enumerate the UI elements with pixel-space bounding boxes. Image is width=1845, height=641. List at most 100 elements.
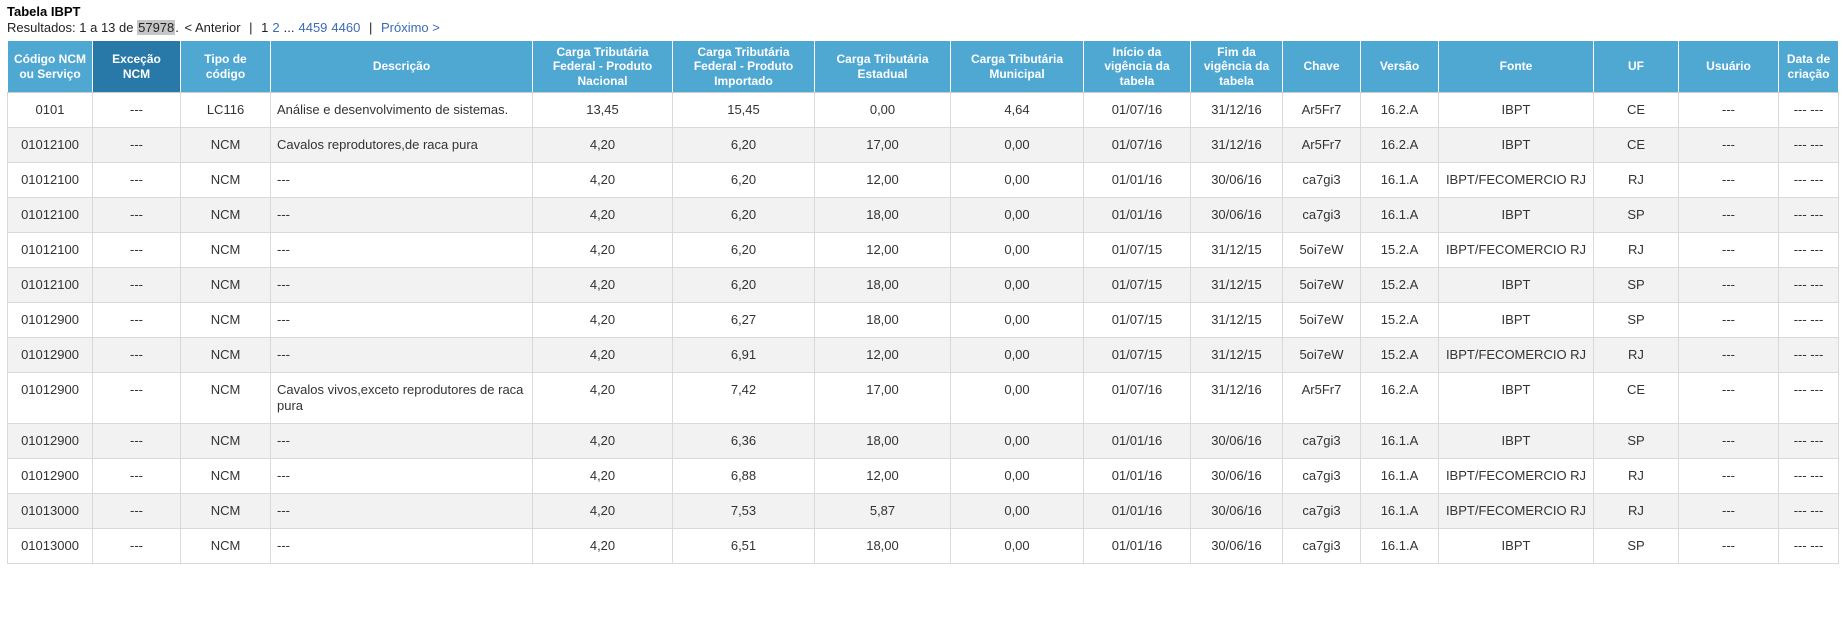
column-header-14[interactable]: Usuário	[1678, 40, 1779, 93]
column-header-7[interactable]: Carga Tributária Municipal	[950, 40, 1084, 93]
table-cell: 6,36	[672, 423, 815, 459]
table-cell: 16.1.A	[1360, 423, 1439, 459]
table-cell: 0,00	[950, 162, 1084, 198]
table-row: 01013000 --- NCM --- 4,20 7,53 5,87 0,00 01/01/1…	[7, 493, 1839, 529]
column-header-6[interactable]: Carga Tributária Estadual	[814, 40, 951, 93]
table-cell: IBPT/FECOMERCIO RJ	[1438, 232, 1594, 268]
table-cell: 18,00	[814, 528, 951, 564]
ibpt-table-head: Código NCM ou Serviço Exceção NCM Tipo de …	[7, 40, 1839, 93]
table-cell: 0,00	[950, 232, 1084, 268]
table-cell: RJ	[1593, 458, 1679, 494]
table-cell: --- ---	[1778, 337, 1839, 373]
table-cell: ---	[270, 232, 533, 268]
column-header-15[interactable]: Data de criação	[1778, 40, 1839, 93]
table-cell: 6,20	[672, 162, 815, 198]
table-cell: ---	[92, 92, 181, 128]
table-cell: IBPT/FECOMERCIO RJ	[1438, 337, 1594, 373]
column-header-10[interactable]: Chave	[1282, 40, 1361, 93]
table-cell: 0,00	[950, 372, 1084, 424]
table-cell: NCM	[180, 493, 271, 529]
table-cell: RJ	[1593, 493, 1679, 529]
column-header-12[interactable]: Fonte	[1438, 40, 1594, 93]
column-header-0[interactable]: Código NCM ou Serviço	[7, 40, 93, 93]
table-cell: 16.2.A	[1360, 372, 1439, 424]
column-header-13[interactable]: UF	[1593, 40, 1679, 93]
table-cell: 01012100	[7, 127, 93, 163]
table-cell: 5oi7eW	[1282, 302, 1361, 338]
column-header-4[interactable]: Carga Tributária Federal - Produto Nacio…	[532, 40, 673, 93]
table-cell: 30/06/16	[1190, 423, 1283, 459]
table-cell: 01/01/16	[1083, 493, 1191, 529]
table-cell: 6,20	[672, 127, 815, 163]
column-header-5[interactable]: Carga Tributária Federal - Produto Impor…	[672, 40, 815, 93]
column-header-1[interactable]: Exceção NCM	[92, 40, 181, 93]
table-cell: 6,20	[672, 232, 815, 268]
pagination-page-2[interactable]: 2	[272, 20, 280, 35]
table-cell: 4,20	[532, 267, 673, 303]
table-cell: 01/07/15	[1083, 337, 1191, 373]
table-cell: Cavalos vivos,exceto reprodutores de rac…	[270, 372, 533, 424]
table-cell: 01/01/16	[1083, 458, 1191, 494]
table-cell: NCM	[180, 127, 271, 163]
table-cell: 16.2.A	[1360, 127, 1439, 163]
table-cell: 12,00	[814, 232, 951, 268]
table-cell: 30/06/16	[1190, 458, 1283, 494]
table-cell: 01012900	[7, 458, 93, 494]
pagination-separator-right: |	[368, 20, 373, 35]
table-cell: 01/01/16	[1083, 423, 1191, 459]
table-cell: ---	[1678, 232, 1779, 268]
table-row: 01012900 --- NCM --- 4,20 6,91 12,00 0,00 01/07/…	[7, 337, 1839, 373]
table-cell: 6,20	[672, 267, 815, 303]
table-cell: ---	[270, 162, 533, 198]
table-cell: IBPT	[1438, 267, 1594, 303]
table-cell: 0,00	[950, 197, 1084, 233]
pagination-next[interactable]: Próximo >	[380, 20, 440, 35]
table-cell: --- ---	[1778, 127, 1839, 163]
table-cell: NCM	[180, 423, 271, 459]
table-cell: ---	[1678, 197, 1779, 233]
column-header-8[interactable]: Início da vigência da tabela	[1083, 40, 1191, 93]
table-cell: NCM	[180, 232, 271, 268]
table-cell: 15.2.A	[1360, 267, 1439, 303]
table-cell: NCM	[180, 337, 271, 373]
table-cell: ca7gi3	[1282, 423, 1361, 459]
table-cell: 16.1.A	[1360, 493, 1439, 529]
pagination-page-4460[interactable]: 4460	[331, 20, 361, 35]
table-cell: ---	[270, 337, 533, 373]
table-cell: ---	[1678, 302, 1779, 338]
table-cell: 30/06/16	[1190, 197, 1283, 233]
ibpt-table: Código NCM ou Serviço Exceção NCM Tipo de …	[7, 40, 1839, 564]
table-cell: 01012900	[7, 372, 93, 424]
table-cell: 12,00	[814, 337, 951, 373]
table-cell: NCM	[180, 372, 271, 424]
column-header-3[interactable]: Descrição	[270, 40, 533, 93]
table-cell: 15.2.A	[1360, 302, 1439, 338]
pagination-page-4459[interactable]: 4459	[298, 20, 328, 35]
table-cell: ---	[1678, 372, 1779, 424]
table-cell: --- ---	[1778, 458, 1839, 494]
column-header-11[interactable]: Versão	[1360, 40, 1439, 93]
table-cell: IBPT	[1438, 127, 1594, 163]
table-cell: CE	[1593, 372, 1679, 424]
table-cell: 01012100	[7, 232, 93, 268]
table-cell: 7,42	[672, 372, 815, 424]
results-bar: Resultados: 1 a 13 de 57978. < Anterior …	[7, 20, 1838, 35]
table-cell: 0,00	[950, 267, 1084, 303]
table-cell: 15.2.A	[1360, 232, 1439, 268]
table-cell: IBPT	[1438, 92, 1594, 128]
column-header-9[interactable]: Fim da vigência da tabela	[1190, 40, 1283, 93]
table-cell: ---	[1678, 423, 1779, 459]
table-cell: ---	[92, 458, 181, 494]
table-cell: 7,53	[672, 493, 815, 529]
table-cell: --- ---	[1778, 267, 1839, 303]
results-period: .	[175, 20, 179, 35]
ibpt-table-body: 0101 --- LC116 Análise e desenvolvimento de…	[7, 92, 1839, 564]
table-cell: ---	[1678, 458, 1779, 494]
table-cell: 17,00	[814, 372, 951, 424]
table-cell: CE	[1593, 92, 1679, 128]
table-row: 01012100 --- NCM --- 4,20 6,20 12,00 0,00 01/01/…	[7, 162, 1839, 198]
table-cell: --- ---	[1778, 528, 1839, 564]
column-header-2[interactable]: Tipo de código	[180, 40, 271, 93]
table-cell: SP	[1593, 302, 1679, 338]
table-cell: 4,20	[532, 528, 673, 564]
